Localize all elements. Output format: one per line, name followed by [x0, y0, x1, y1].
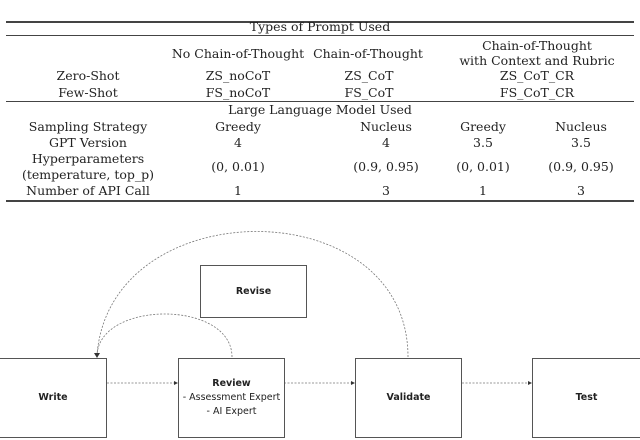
cell: 4 [382, 135, 390, 150]
cell: ZS_CoT_CR [499, 68, 575, 83]
top-rule [6, 21, 634, 23]
cell: (0.9, 0.95) [353, 159, 419, 174]
header-cot-cr-2: with Context and Rubric [459, 53, 615, 68]
row-label: Zero-Shot [56, 68, 120, 83]
cell: 1 [234, 183, 242, 198]
row-label-2: (temperature, top_p) [21, 167, 155, 182]
loop-arrow-review-to-write [96, 313, 233, 358]
row-label: Hyperparameters [31, 151, 145, 166]
row-label: Few-Shot [58, 85, 118, 100]
validate-label: Validate [386, 392, 431, 403]
prompt-section-title: Types of Prompt Used [249, 19, 391, 34]
review-item: - AI Expert [206, 406, 257, 417]
cell: FS_noCoT [205, 85, 271, 100]
test-box: Test [532, 358, 640, 438]
cell: FS_CoT_CR [499, 85, 575, 100]
header-cot: Chain-of-Thought [313, 46, 423, 61]
review-box: Review - Assessment Expert - AI Expert [178, 358, 285, 438]
cell: 3 [382, 183, 390, 198]
loop-arrow-validate-to-write [96, 231, 409, 358]
arrowhead [94, 353, 100, 358]
arrowhead [351, 381, 355, 385]
cell: 3.5 [571, 135, 591, 150]
review-item: - Assessment Expert [182, 392, 281, 403]
write-box: Write [0, 358, 107, 438]
cell: 3.5 [473, 135, 493, 150]
arrowhead [174, 381, 178, 385]
cell: 3 [577, 183, 585, 198]
validate-box: Validate [355, 358, 462, 438]
rule [6, 35, 634, 36]
revise-box: Revise [200, 265, 307, 318]
cell: Nucleus [555, 119, 607, 134]
cell: 4 [234, 135, 242, 150]
row-label: Number of API Call [26, 183, 150, 198]
revise-label: Revise [235, 285, 272, 297]
cell: ZS_CoT [344, 68, 394, 83]
row-label: Sampling Strategy [28, 119, 148, 134]
llm-section-title: Large Language Model Used [228, 102, 412, 117]
test-label: Test [575, 392, 598, 403]
rule [6, 101, 634, 102]
cell: Greedy [460, 119, 506, 134]
header-cot-cr-1: Chain-of-Thought [482, 38, 592, 53]
cell: (0, 0.01) [211, 159, 265, 174]
cell: FS_CoT [344, 85, 394, 100]
cell: (0, 0.01) [456, 159, 510, 174]
cell: Greedy [215, 119, 261, 134]
cell: ZS_noCoT [205, 68, 271, 83]
bottom-rule [6, 200, 634, 202]
review-label: Review [212, 378, 251, 389]
write-label: Write [38, 392, 68, 403]
cell: 1 [479, 183, 487, 198]
arrowhead [528, 381, 532, 385]
cell: (0.9, 0.95) [548, 159, 614, 174]
header-no-cot: No Chain-of-Thought [171, 46, 305, 61]
cell: Nucleus [360, 119, 412, 134]
row-label: GPT Version [49, 135, 127, 150]
